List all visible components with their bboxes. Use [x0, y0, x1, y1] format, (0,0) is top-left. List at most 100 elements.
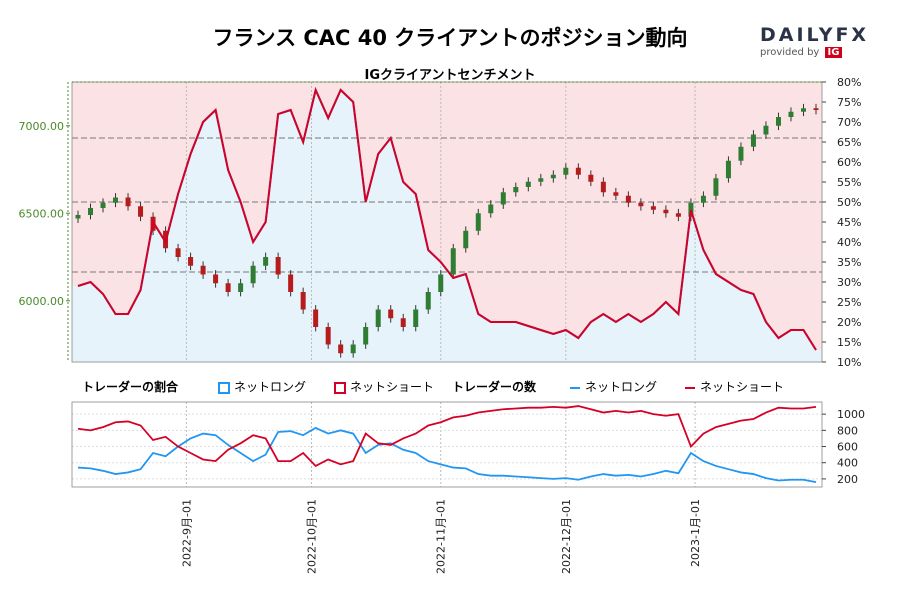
legend-ratio-header: トレーダーの割合 — [82, 378, 178, 395]
pct-tick-label: 30% — [837, 276, 861, 289]
price-candle — [538, 178, 544, 182]
price-candle — [488, 204, 494, 214]
chart-title: フランス CAC 40 クライアントのポジション動向 — [212, 26, 688, 50]
price-candle — [438, 274, 444, 292]
price-candle — [213, 274, 219, 284]
price-candle — [100, 202, 106, 208]
legend-ratio-long-label: ネットロング — [234, 380, 307, 394]
chart-subtitle: IGクライアントセンチメント — [364, 68, 536, 83]
price-candle — [288, 274, 294, 292]
price-candle — [263, 257, 269, 266]
x-tick-label: 2022-10月-01 — [305, 499, 318, 574]
price-candle — [688, 202, 694, 217]
price-candle — [138, 206, 144, 217]
count-tick-label: 1000 — [837, 408, 865, 421]
logo-text: DAILYFX — [760, 24, 870, 46]
price-candle — [175, 248, 181, 257]
legend-count-short-label: ネットショート — [700, 380, 785, 394]
x-tick-label: 2023-1月-01 — [689, 499, 702, 567]
pct-tick-label: 40% — [837, 236, 861, 249]
short-count-line — [77, 405, 817, 468]
pct-tick-label: 55% — [837, 176, 861, 189]
dailyfx-logo: DAILYFX provided by IG — [760, 24, 870, 58]
short-line-icon — [685, 386, 695, 389]
price-candle — [550, 174, 556, 179]
price-candle — [813, 108, 819, 110]
price-candle — [325, 327, 331, 345]
legend-ratio-short-label: ネットショート — [350, 380, 435, 394]
price-candle — [125, 197, 131, 207]
pct-tick-label: 15% — [837, 336, 861, 349]
pct-tick-label: 35% — [837, 256, 861, 269]
price-candle — [75, 215, 81, 219]
price-candle — [700, 195, 706, 203]
price-candle — [375, 309, 381, 327]
long-region-fill — [72, 90, 822, 362]
long-line-icon — [570, 386, 580, 389]
price-candle — [300, 292, 306, 310]
price-candle — [638, 202, 644, 207]
price-candle — [200, 265, 206, 275]
pct-tick-label: 45% — [837, 216, 861, 229]
price-candle — [413, 309, 419, 327]
price-candle — [338, 344, 344, 354]
price-candle — [563, 167, 569, 175]
price-candle — [575, 167, 581, 175]
price-candle — [525, 181, 531, 187]
legend-count-title: トレーダーの数 — [452, 380, 537, 394]
legend-count-long: ネットロング — [570, 378, 657, 395]
x-tick-label: 2022-12月-01 — [560, 499, 573, 574]
price-candle — [475, 213, 481, 231]
price-tick-label: 7000.00 — [19, 120, 65, 133]
pct-tick-label: 25% — [837, 296, 861, 309]
pct-tick-label: 50% — [837, 196, 861, 209]
price-candle — [800, 108, 806, 112]
pct-tick-label: 60% — [837, 156, 861, 169]
price-candle — [675, 213, 681, 217]
logo-provided-by: provided by IG — [760, 47, 870, 58]
price-candle — [188, 257, 194, 266]
price-candle — [88, 208, 94, 215]
price-candle — [600, 181, 606, 193]
price-candle — [450, 248, 456, 275]
price-candle — [613, 192, 619, 196]
price-candle — [388, 309, 394, 319]
price-candle — [350, 344, 356, 354]
price-candle — [588, 174, 594, 182]
short-ratio-line — [77, 86, 817, 351]
x-tick-label: 2022-9月-01 — [180, 499, 193, 567]
pct-tick-label: 65% — [837, 136, 861, 149]
pct-tick-label: 80% — [837, 76, 861, 89]
legend-count-header: トレーダーの数 — [452, 378, 536, 395]
pct-tick-label: 70% — [837, 116, 861, 129]
ig-logo-icon: IG — [824, 47, 843, 58]
price-candle — [113, 197, 119, 203]
price-tick-label: 6500.00 — [19, 207, 65, 220]
price-candle — [513, 187, 519, 193]
pct-tick-label: 20% — [837, 316, 861, 329]
price-candle — [750, 134, 756, 147]
bottom-panel-frame — [71, 401, 823, 488]
price-candle — [725, 160, 731, 179]
price-tick-label: 6000.00 — [19, 295, 65, 308]
price-candle — [663, 209, 669, 214]
price-candle — [625, 195, 631, 203]
price-candle — [238, 283, 244, 292]
x-tick-label: 2022-11月-01 — [435, 499, 448, 574]
price-candle — [763, 125, 769, 135]
price-candle — [313, 309, 319, 327]
price-candle — [275, 257, 281, 275]
legend-count-short: ネットショート — [685, 378, 784, 395]
long-count-line — [77, 426, 817, 484]
price-candle — [425, 292, 431, 310]
price-candle — [775, 117, 781, 126]
price-candle — [363, 327, 369, 345]
count-tick-label: 400 — [837, 457, 858, 470]
price-candle — [500, 192, 506, 205]
legend-count-long-label: ネットロング — [585, 380, 658, 394]
legend-ratio-title: トレーダーの割合 — [82, 380, 179, 394]
legend-ratio-long: ネットロング — [218, 378, 306, 395]
logo-provided-label: provided by — [760, 47, 820, 58]
short-square-icon — [334, 381, 346, 394]
